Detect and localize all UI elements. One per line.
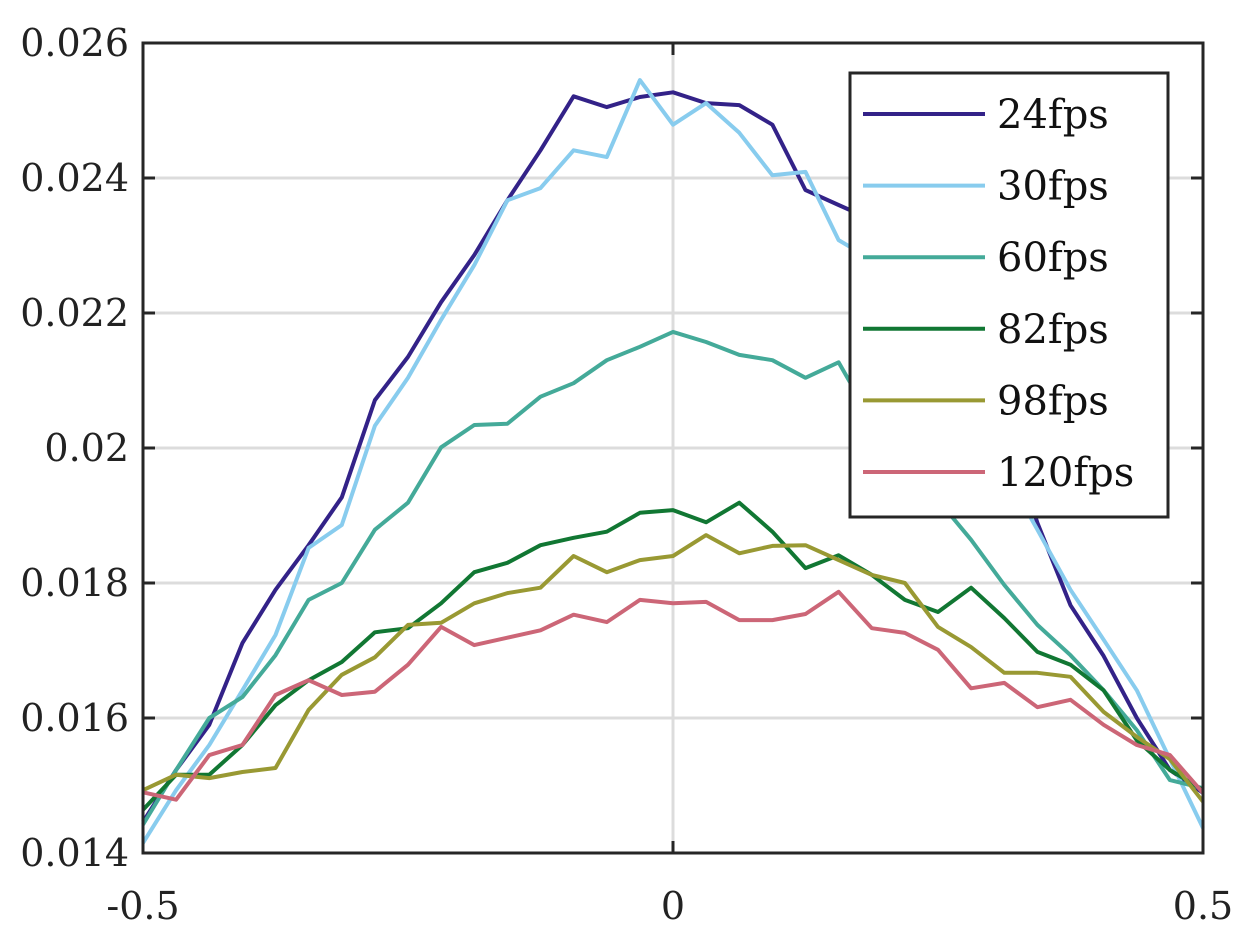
y-tick-label: 0.014 (20, 831, 129, 875)
legend-label: 82fps (997, 307, 1109, 353)
series-line-120fps (142, 589, 1205, 802)
axes: 0.014 0.016 0.018 0.02 0.022 0.024 0.026 -0.5 0 0… (20, 21, 1233, 928)
y-tick-label: 0.026 (20, 21, 129, 65)
legend-box (848, 71, 1170, 519)
legend-label: 98fps (997, 378, 1109, 424)
y-tick-label: 0.02 (44, 426, 129, 470)
series-line-98fps (142, 533, 1205, 803)
y-tick-label: 0.016 (20, 696, 129, 740)
legend-label: 30fps (997, 164, 1109, 210)
y-tick-label: 0.024 (20, 156, 129, 200)
x-tick-label: -0.5 (106, 884, 179, 928)
legend-label: 24fps (997, 92, 1109, 138)
series-line-60fps (141, 329, 1204, 826)
legend-label: 120fps (997, 450, 1134, 496)
series-line-82fps (141, 500, 1205, 812)
y-tick-label: 0.018 (20, 561, 129, 605)
y-tick-label: 0.022 (20, 291, 129, 335)
x-tick-label: 0 (661, 884, 685, 928)
x-tick-label: 0.5 (1173, 884, 1233, 928)
legend: 24fps 30fps 60fps 82fps 98fps 120fps (848, 71, 1170, 519)
legend-label: 60fps (997, 235, 1109, 281)
